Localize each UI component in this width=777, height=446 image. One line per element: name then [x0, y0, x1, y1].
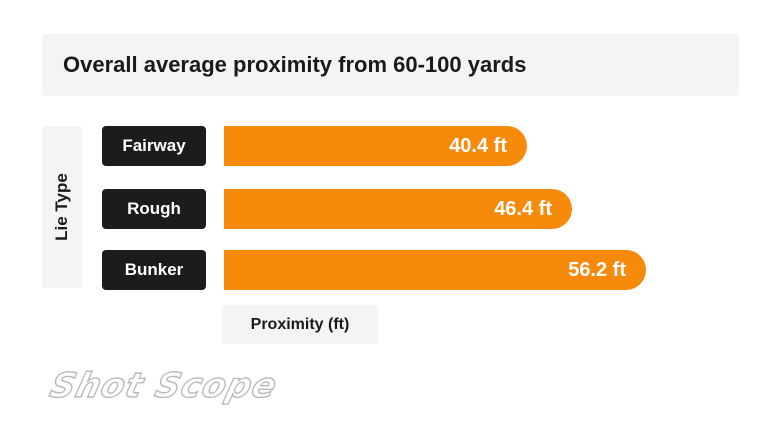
chart-title: Overall average proximity from 60-100 ya… [63, 52, 527, 77]
category-label-bunker: Bunker [102, 250, 206, 290]
value-label-bunker: 56.2 ft [568, 259, 626, 281]
category-label-rough: Rough [102, 189, 206, 229]
value-label-fairway: 40.4 ft [449, 135, 507, 157]
shot-scope-logo: Shot Scope [45, 365, 282, 406]
y-axis-label-box: Lie Type [42, 126, 82, 288]
value-label-rough: 46.4 ft [494, 198, 552, 220]
x-axis-label: Proximity (ft) [250, 315, 350, 333]
chart-title-box: Overall average proximity from 60-100 ya… [42, 34, 739, 96]
bar-rough [224, 189, 572, 229]
bar-bunker [224, 250, 646, 290]
y-axis-label: Lie Type [52, 173, 71, 241]
bar-fairway [224, 126, 527, 166]
x-axis-label-box: Proximity (ft) [222, 305, 378, 344]
category-label-fairway: Fairway [102, 126, 206, 166]
